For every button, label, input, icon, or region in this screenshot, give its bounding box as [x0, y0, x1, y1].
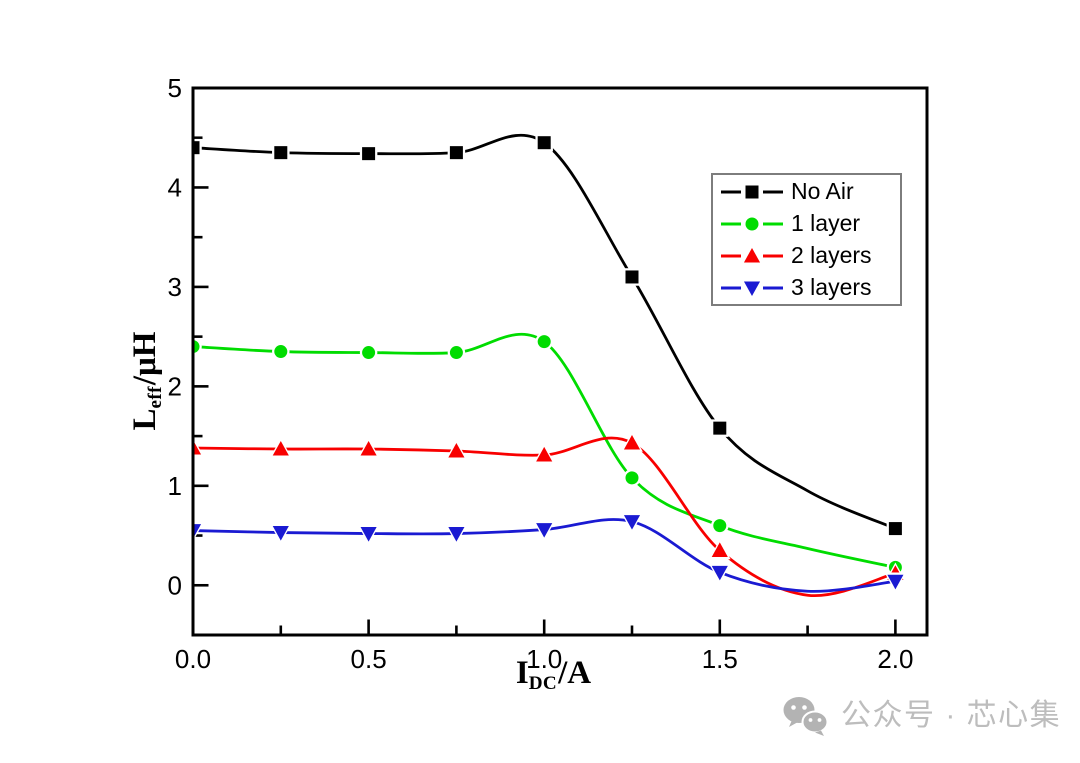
marker-1-layer [193, 340, 200, 354]
x-axis-title-symbol: I [515, 655, 529, 691]
legend-label: 3 layers [791, 274, 872, 300]
x-axis-tick-label: 0.5 [351, 644, 387, 674]
y-axis-tick-label: 2 [168, 371, 182, 401]
marker-1-layer [625, 471, 639, 485]
marker-2-layers [448, 442, 465, 458]
marker-3-layers [711, 565, 728, 581]
legend-marker-glyph [745, 185, 759, 198]
marker-no-air [625, 270, 639, 284]
legend-marker-3-layers [721, 281, 783, 296]
x-axis-tick-label: 1.0 [526, 644, 562, 674]
series-2-layers [193, 432, 907, 598]
legend-item-2-layers: 2 layers [720, 240, 900, 272]
x-axis-tick-label: 0.0 [175, 644, 211, 674]
plot-frame [191, 86, 929, 637]
legend-label: 2 layers [791, 242, 872, 268]
watermark: 公众号 · 芯心集 [780, 694, 1061, 738]
y-axis-tick-label: 0 [168, 570, 182, 600]
legend-marker-no-air [721, 185, 783, 198]
y-axis-title-unit: /μH [127, 331, 163, 386]
x-axis-tick-label: 1.5 [702, 644, 738, 674]
marker-2-layers [711, 542, 728, 557]
marker-3-layers [193, 524, 202, 539]
series-3-layers [193, 512, 907, 593]
marker-2-layers [360, 440, 377, 456]
y-axis-tick-label: 3 [168, 272, 182, 302]
legend-label: 1 layer [791, 210, 861, 236]
marker-3-layers [272, 526, 289, 541]
marker-3-layers [536, 523, 553, 538]
legend-item-1-layer: 1 layer [720, 208, 900, 240]
marker-1-layer [274, 345, 288, 359]
legend-item-3-layers: 3 layers [720, 272, 900, 304]
y-axis-title-symbol: L [127, 408, 163, 431]
series-1-layer [193, 332, 905, 577]
x-axis-title-unit: /A [558, 655, 592, 691]
marker-1-layer [449, 346, 463, 360]
marker-2-layers [193, 439, 202, 455]
legend-marker-glyph [745, 217, 759, 230]
y-axis-tick-label: 4 [168, 172, 182, 202]
marker-3-layers [887, 574, 904, 590]
legend: No Air 1 layer 2 layers 3 layers [711, 173, 902, 306]
legend-marker-2-layers [721, 247, 783, 262]
y-axis-title-subscript: eff [145, 386, 167, 409]
marker-no-air [193, 141, 200, 155]
watermark-text: 公众号 · 芯心集 [841, 699, 1062, 732]
marker-no-air [449, 146, 463, 160]
x-axis-title-subscript: DC [528, 673, 558, 695]
marker-no-air [713, 421, 727, 435]
marker-3-layers [448, 527, 465, 542]
y-axis-tick-label: 5 [168, 73, 182, 103]
x-axis-title: I DC/A [496, 655, 611, 703]
series-no-air [193, 133, 905, 538]
y-axis-tick-label: 1 [168, 471, 182, 501]
marker-3-layers [360, 527, 377, 542]
legend-label: No Air [791, 178, 854, 204]
marker-2-layers [536, 446, 553, 462]
marker-no-air [537, 136, 551, 150]
marker-1-layer [537, 335, 551, 349]
marker-1-layer [362, 346, 376, 360]
wechat-icon [783, 697, 829, 736]
marker-2-layers [272, 440, 289, 456]
marker-no-air [888, 522, 902, 536]
legend-item-no-air: No Air [720, 176, 900, 208]
legend-marker-glyph [743, 247, 761, 262]
series-line-no-air [193, 133, 896, 530]
marker-1-layer [713, 519, 727, 533]
marker-3-layers [623, 515, 641, 530]
marker-no-air [362, 147, 376, 161]
legend-marker-1-layer [721, 217, 783, 230]
legend-marker-glyph [743, 281, 761, 296]
marker-2-layers [623, 434, 641, 450]
x-axis-tick-label: 2.0 [877, 644, 913, 674]
marker-no-air [274, 146, 288, 160]
